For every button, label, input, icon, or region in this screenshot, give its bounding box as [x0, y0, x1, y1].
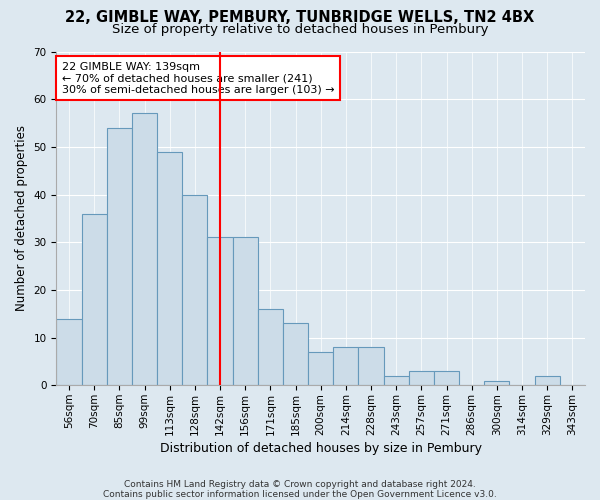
Text: 22, GIMBLE WAY, PEMBURY, TUNBRIDGE WELLS, TN2 4BX: 22, GIMBLE WAY, PEMBURY, TUNBRIDGE WELLS… [65, 10, 535, 25]
Bar [308, 352, 333, 386]
Bar [208, 238, 233, 386]
Bar [82, 214, 107, 386]
Bar [107, 128, 132, 386]
Text: Contains HM Land Registry data © Crown copyright and database right 2024.: Contains HM Land Registry data © Crown c… [124, 480, 476, 489]
Bar [484, 380, 509, 386]
Bar [233, 238, 258, 386]
X-axis label: Distribution of detached houses by size in Pembury: Distribution of detached houses by size … [160, 442, 482, 455]
Y-axis label: Number of detached properties: Number of detached properties [15, 126, 28, 312]
Bar [535, 376, 560, 386]
Bar [383, 376, 409, 386]
Bar [283, 324, 308, 386]
Text: Size of property relative to detached houses in Pembury: Size of property relative to detached ho… [112, 22, 488, 36]
Bar [258, 309, 283, 386]
Bar [157, 152, 182, 386]
Bar [434, 371, 459, 386]
Bar [132, 114, 157, 386]
Bar [182, 194, 208, 386]
Bar [358, 347, 383, 386]
Bar [409, 371, 434, 386]
Text: 22 GIMBLE WAY: 139sqm
← 70% of detached houses are smaller (241)
30% of semi-det: 22 GIMBLE WAY: 139sqm ← 70% of detached … [62, 62, 334, 94]
Text: Contains public sector information licensed under the Open Government Licence v3: Contains public sector information licen… [103, 490, 497, 499]
Bar [56, 318, 82, 386]
Bar [333, 347, 358, 386]
